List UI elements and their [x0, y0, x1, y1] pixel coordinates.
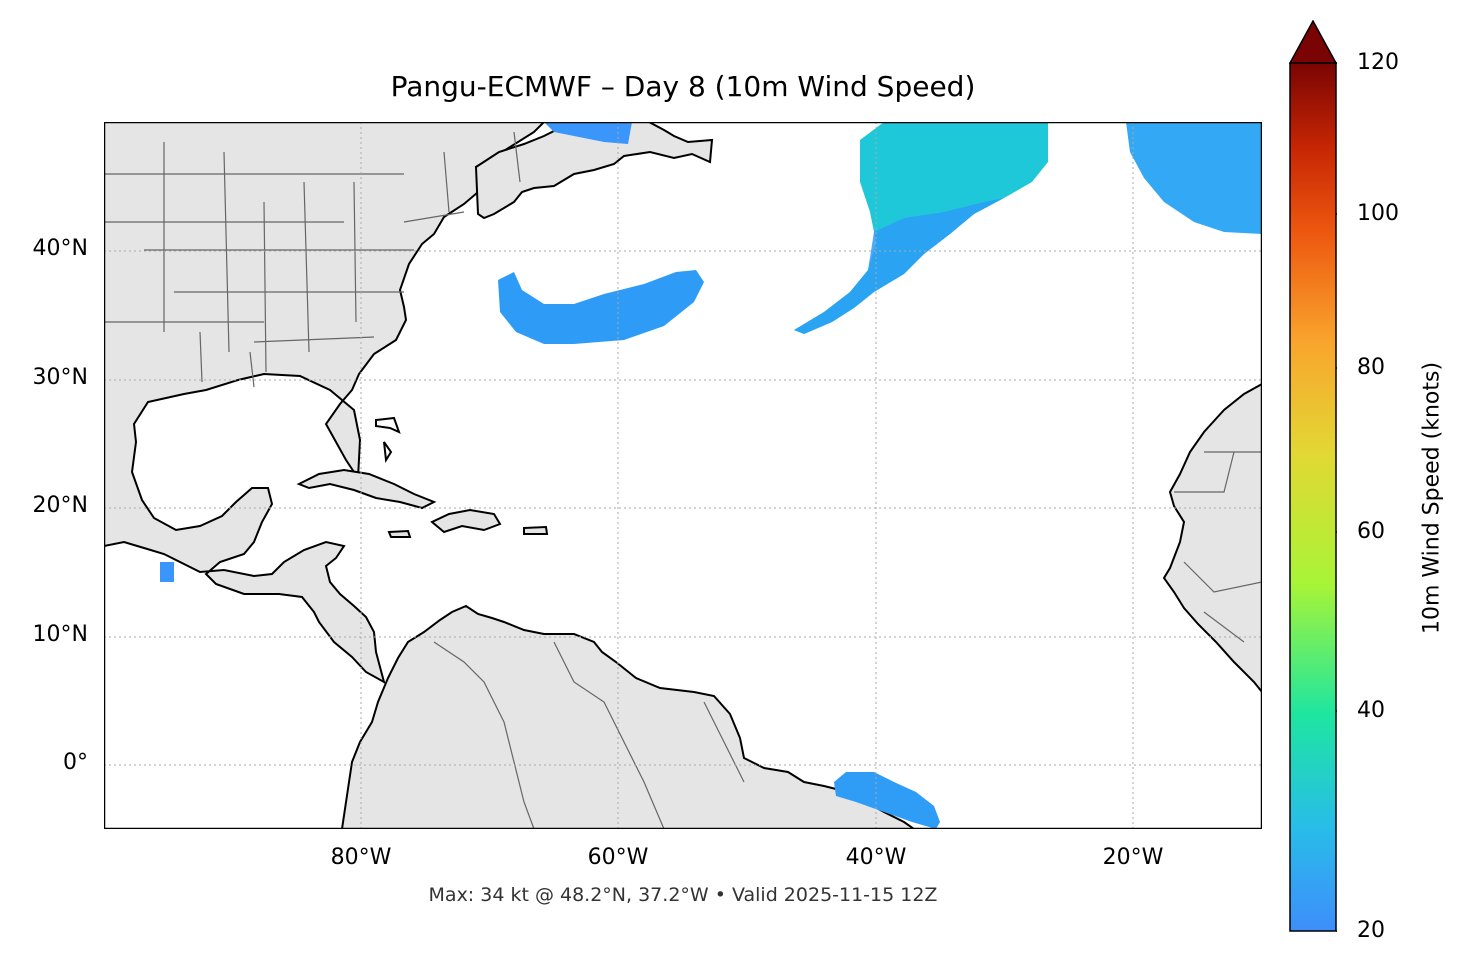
lat-tick-40n: 40°N	[32, 236, 88, 261]
max-wind-caption: Max: 34 kt @ 48.2°N, 37.2°W • Valid 2025…	[428, 884, 938, 906]
state-borders	[104, 131, 1262, 829]
lon-tick-80w: 80°W	[330, 845, 392, 870]
colorbar-extend-arrow	[1289, 20, 1337, 64]
lon-tick-20w: 20°W	[1102, 845, 1164, 870]
lat-tick-30n: 30°N	[32, 365, 88, 390]
colorbar-tick-100: 100	[1357, 201, 1399, 226]
wind-central-atlantic-edge	[794, 198, 1004, 334]
south-america-land	[340, 604, 916, 829]
bahamas-island	[375, 416, 401, 434]
colorbar-tick-40: 40	[1357, 698, 1385, 723]
gridlines	[104, 122, 1262, 829]
wind-equatorial-patch	[834, 772, 940, 829]
wind-pacific-spot	[160, 562, 174, 582]
lon-tick-60w: 60°W	[587, 845, 649, 870]
puerto-rico-island	[523, 525, 549, 535]
hispaniola-island	[430, 508, 502, 534]
colorbar-tick-120: 120	[1357, 50, 1399, 75]
colorbar-tick-60: 60	[1357, 519, 1385, 544]
lon-tick-40w: 40°W	[845, 845, 907, 870]
colorbar-tick-80: 80	[1357, 355, 1385, 380]
north-america-land	[104, 122, 546, 685]
africa-land	[1162, 382, 1262, 694]
jamaica-island	[387, 529, 412, 538]
colorbar	[1289, 20, 1337, 932]
colorbar-gradient	[1289, 62, 1337, 932]
bahamas-island-2	[383, 441, 393, 463]
colorbar-label: 10m Wind Speed (knots)	[1419, 361, 1445, 635]
map-svg	[104, 122, 1262, 829]
map-title: Pangu-ECMWF – Day 8 (10m Wind Speed)	[390, 70, 976, 103]
wind-mid-atlantic-jet	[498, 270, 704, 344]
wind-labrador-strip	[544, 122, 632, 144]
cuba-island	[296, 468, 437, 510]
lat-tick-0: 0°	[63, 750, 88, 775]
colorbar-tick-20: 20	[1357, 918, 1385, 943]
lat-tick-20n: 20°N	[32, 493, 88, 518]
wind-northeast-atlantic	[1126, 122, 1262, 234]
lat-tick-10n: 10°N	[32, 622, 88, 647]
map-panel	[104, 122, 1262, 829]
map-border	[104, 122, 1262, 829]
